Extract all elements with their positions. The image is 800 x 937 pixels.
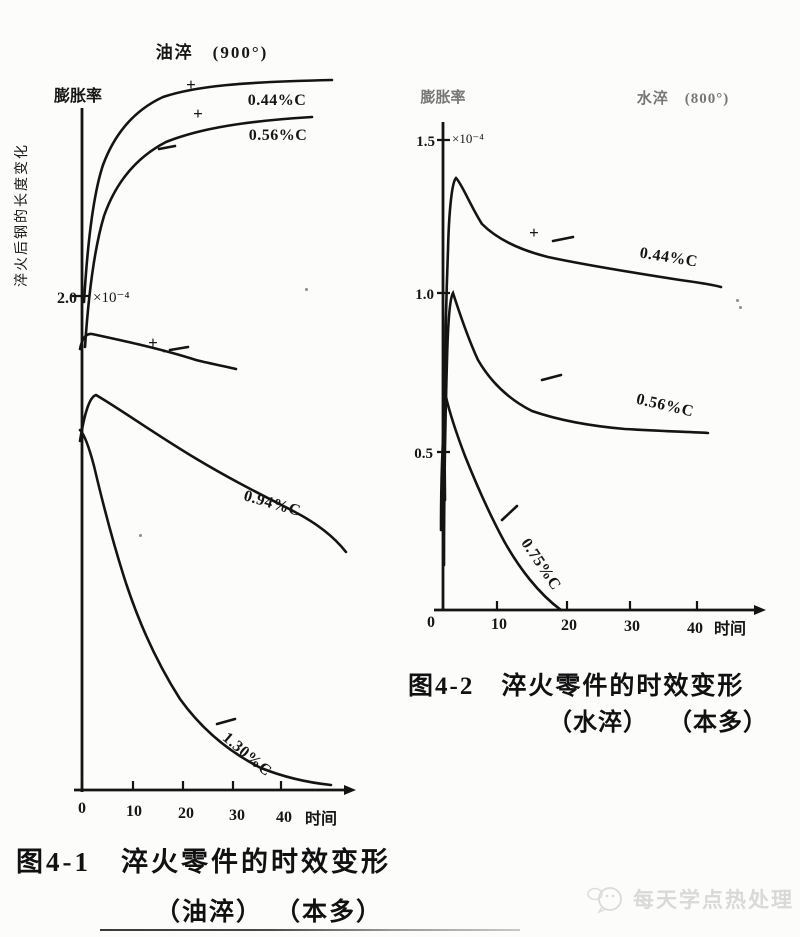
fig1-caption-source: （本多） [274, 899, 383, 926]
fig2-scale-note: ×10⁻⁴ [452, 131, 484, 146]
fig1-minus-marker-mid [168, 345, 190, 352]
fig2-x-ticks [495, 601, 699, 610]
fig1-curve-unlabeled [78, 332, 238, 371]
fig2-xtick-10: 10 [491, 616, 507, 633]
fig2-ytick-label-0.5: 0.5 [414, 446, 433, 462]
fig1-label-1.30C: 1.30%C [219, 729, 275, 780]
fig2-minus-marker-0.44 [551, 235, 575, 243]
fig2-xtick-20: 20 [561, 617, 577, 634]
fig2-ytick-label-1.0: 1.0 [415, 287, 434, 303]
fig1-curve-0.94C [78, 393, 348, 554]
fig1-xtick-0: 0 [78, 800, 86, 817]
fig1-label-0.94C: 0.94%C [242, 487, 303, 519]
fig2-title: 水淬 (800°) [637, 89, 730, 107]
fig1-x-ticks [80, 781, 283, 790]
fig2-minus-marker-0.75 [500, 504, 519, 522]
fig2-x-axis-arrow [754, 605, 766, 615]
fig1-plus-marker-2: + [193, 104, 203, 123]
wechat-doodle-icon [587, 887, 622, 914]
fig2-caption: 图4-2 淬火零件的时效变形 [408, 673, 745, 700]
fig1-caption-quench: （油淬） [155, 899, 264, 926]
fig2-curve-0.56C [442, 289, 710, 567]
scan-speck [736, 299, 739, 302]
fig1-scale-note: ×10⁻⁴ [93, 290, 130, 306]
fig2-ytick-label-1.5: 1.5 [416, 134, 435, 150]
scan-speck [305, 288, 308, 291]
fig1-plus-marker-1: + [186, 75, 196, 94]
scan-speck [739, 306, 742, 309]
fig1-ytick-label: 2.0 [57, 290, 77, 307]
fig2-caption-sub: （水淬） （本多） [548, 702, 768, 737]
fig1-x-axis-arrow [344, 785, 356, 795]
figure-4-1-chart: 油淬 (900°) 膨胀率 淬火后钢的长度变化 2.0 ×10⁻⁴ 0 10 2… [14, 42, 356, 828]
fig2-curve-0.44C [443, 176, 723, 502]
watermark: 每天学点热处理 [586, 883, 794, 915]
fig2-xlabel: 时间 [714, 619, 746, 638]
fig1-xlabel: 时间 [305, 809, 337, 828]
fig1-minus-marker-1.30 [215, 717, 237, 726]
fig1-xtick-10: 10 [126, 803, 142, 820]
fig2-label-0.56C: 0.56%C [635, 391, 696, 421]
fig2-plus-marker: + [529, 223, 539, 242]
fig2-label-0.75C: 0.75%C [517, 535, 564, 593]
fig1-plus-marker-3: + [148, 333, 158, 352]
fig2-ylabel: 膨胀率 [420, 88, 465, 106]
fig2-caption-source: （本多） [668, 710, 768, 736]
fig1-curve-0.56C [83, 115, 314, 349]
figure-4-2-chart: 膨胀率 水淬 (800°) 1.5 ×10⁻⁴ 1.0 0.5 0 10 20 … [414, 88, 766, 638]
fig1-title: 油淬 (900°) [156, 42, 269, 62]
fig1-minus-marker-0.56 [157, 144, 177, 151]
fig1-xtick-40: 40 [276, 809, 292, 826]
fig1-caption-sub: （油淬） （本多） [155, 892, 383, 928]
fig1-side-label: 淬火后钢的长度变化 [14, 143, 30, 287]
fig1-label-0.56C: 0.56%C [249, 127, 308, 144]
fig2-xtick-40: 40 [687, 620, 703, 637]
fig1-label-0.44C: 0.44%C [248, 92, 307, 109]
fig1-curve-1.30C [78, 428, 333, 787]
fig1-caption: 图4-1 淬火零件的时效变形 [16, 847, 391, 877]
fig2-curve-0.75C [439, 396, 563, 612]
bottom-divider-line [100, 929, 520, 931]
scan-speck [139, 534, 142, 537]
fig2-label-0.44C: 0.44%C [638, 245, 699, 271]
watermark-text: 每天学点热处理 [633, 889, 794, 912]
fig2-minus-marker-0.56 [540, 373, 563, 382]
fig1-xtick-20: 20 [178, 805, 194, 822]
fig1-dot-marker [162, 349, 166, 353]
fig2-caption-quench: （水淬） [548, 710, 648, 736]
fig1-ylabel: 膨胀率 [54, 86, 102, 105]
fig1-curve-0.44C [82, 78, 334, 304]
fig2-xtick-30: 30 [624, 618, 640, 635]
fig1-xtick-30: 30 [229, 807, 245, 824]
fig2-xtick-0: 0 [427, 614, 435, 631]
